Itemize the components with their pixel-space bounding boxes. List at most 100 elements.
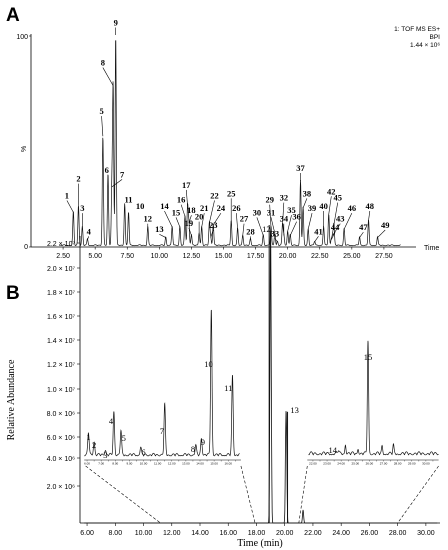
panel-a-peak-leader: [201, 213, 205, 228]
panel-a-peak-leader: [111, 179, 123, 188]
panel-a-peak-label: 37: [296, 163, 305, 173]
panel-a-peak-leader: [212, 212, 222, 226]
panel-b-inset-right-tick-label: 27.00: [380, 462, 388, 466]
panel-a-peak-label: 20: [195, 212, 204, 222]
panel-b-ytick-label: 4.0 × 10⁶: [47, 456, 75, 463]
panel-b-ytick-label: 1.6 × 10⁷: [47, 314, 75, 321]
panel-a-peak-label: 46: [348, 203, 357, 213]
panel-a-xtick-label: 25.00: [343, 253, 361, 260]
panel-a-peak-label: 3: [80, 203, 84, 213]
panel-a-peak-label: 34: [280, 214, 289, 224]
panel-a-xtick-label: 20.00: [279, 253, 297, 260]
panel-b-zoom-line: [85, 465, 161, 524]
panel-b-xtick-label: 10.00: [135, 530, 153, 537]
panel-b-xtick-label: 24.00: [332, 530, 350, 537]
panel-a-peak-label: 27: [240, 214, 249, 224]
panel-a-peak-leader: [302, 198, 308, 209]
panel-a-peak-label: 48: [366, 201, 375, 211]
panel-a-peak-label: 10: [136, 201, 145, 211]
panel-a-peak-label: 35: [287, 205, 296, 215]
panel-a-peak-label: 47: [359, 222, 368, 232]
panel-b-xtick-label: 16.00: [219, 530, 237, 537]
panel-a-peak-label: 8: [101, 58, 105, 68]
panel-a-xlabel: Time: [424, 245, 439, 252]
panel-b-peak-label: 3: [103, 450, 107, 460]
panel-a-peak-label: 43: [336, 214, 345, 224]
panel-a-peak-label: 25: [227, 188, 236, 198]
panel-a-peak-label: 7: [120, 169, 125, 179]
panel-b-xtick-label: 14.00: [191, 530, 209, 537]
panel-b-xtick-label: 8.00: [108, 530, 122, 537]
panel-a-peak-leader: [209, 200, 215, 223]
panel-b-zoom-line: [240, 465, 256, 524]
panel-b-chromatogram: 2.0 × 10⁶ 4.0 × 10⁶ 6.0 × 10⁶ 8.0 × 10⁶ 1.0 …: [6, 224, 440, 549]
panel-a-letter: A: [6, 5, 20, 26]
panel-a-peak-label: 39: [308, 203, 317, 213]
panel-a-ytick-label: 0: [24, 244, 28, 251]
panel-b-inset-left-tick-label: 10.00: [140, 462, 148, 466]
panel-b-peak-label: 13: [290, 405, 299, 415]
panel-a-xtick-label: 12.50: [183, 253, 201, 260]
panel-a-ytick-label: 100: [16, 34, 28, 41]
panel-a-xtick-label: 17.50: [247, 253, 265, 260]
panel-a-peak-leader: [66, 200, 74, 213]
panel-b-trace-line: [84, 230, 438, 524]
panel-b-inset-left-tick-label: 11.00: [154, 462, 162, 466]
panel-a-peak-label: 4: [87, 226, 92, 236]
panel-b-ylabel: Relative Abundance: [6, 359, 17, 440]
panel-a-peak-leader: [332, 223, 341, 236]
panel-b-inset-left-tick-label: 9.00: [126, 462, 132, 466]
panel-a-peak-label: 42: [327, 186, 336, 196]
panel-a-peak-label: 26: [232, 203, 241, 213]
panel-a-peak-label: 15: [172, 207, 181, 217]
panel-a-xtick-label: 5.00: [88, 253, 102, 260]
panel-a-peak-leader: [242, 223, 245, 236]
panel-a-peak-label: 41: [314, 226, 323, 236]
panel-a-peak-leader: [359, 231, 364, 238]
panel-b-peak-label: 11: [224, 383, 232, 393]
panel-b-inset-left-tick-label: 7.00: [98, 462, 104, 466]
panel-a-peak-leader: [368, 210, 371, 221]
panel-b-inset-left: 6.00 7.00 8.00 9.00 10.00 11.00 12.00 13.00 14.0…: [84, 309, 256, 524]
panel-a-peak-label: 44: [331, 222, 340, 232]
panel-b-ytick-label: 2.0 × 10⁷: [47, 266, 75, 273]
panel-a-peak-label: 6: [105, 165, 109, 175]
panel-a-xtick-label: 27.50: [375, 253, 393, 260]
panel-a-peak-label: 14: [160, 201, 169, 211]
panel-b-peak-label: 7: [160, 426, 164, 436]
panel-b-zoom-line: [397, 465, 439, 524]
panel-a-peak-leader: [289, 221, 297, 236]
panel-a-peak-label: 12: [144, 214, 153, 224]
panel-b-peak-label: 2: [92, 440, 96, 450]
panel-a-peak-leader: [377, 229, 386, 238]
panel-a-peak-leader: [185, 189, 188, 206]
panel-a-peak-label: 40: [319, 201, 328, 211]
panel-a-peak-label: 49: [381, 220, 390, 230]
panel-a-peak-label: 13: [155, 224, 164, 234]
panel-b-inset-right-tick-label: 22.00: [309, 462, 317, 466]
panel-b-peak-label: 6: [141, 447, 145, 457]
panel-b-inset-right-tick-label: 29.00: [408, 462, 416, 466]
panel-b-xlabel: Time (min): [237, 538, 282, 549]
panel-a-peak-leader: [180, 204, 186, 217]
panel-a-peak-label: 45: [333, 193, 342, 203]
panel-b-inset-right: 22.00 23.00 24.00 25.00 26.00 27.00 28.00 29.00…: [298, 340, 439, 524]
panel-b-peak-label: 4: [109, 416, 114, 426]
panel-a-peak-leader: [328, 196, 332, 215]
panel-a-trace-line: [59, 40, 401, 247]
panel-a-peak-label: 28: [246, 226, 255, 236]
panel-b-peak-label: 15: [364, 352, 373, 362]
panel-a-ylabel: %: [21, 146, 28, 152]
panel-b-ytick-label: 6.0 × 10⁶: [47, 435, 75, 442]
panel-b-ytick-label: 1.8 × 10⁷: [47, 290, 75, 297]
panel-a-xtick-label: 7.50: [120, 253, 134, 260]
panel-a-peak-leader: [210, 229, 214, 238]
panel-a-peak-leader: [333, 202, 339, 225]
panel-a-peak-leader: [274, 238, 278, 242]
panel-b-inset-right-tick-label: 26.00: [366, 462, 374, 466]
panel-a-xtick-label: 2.50: [56, 253, 70, 260]
panel-a-axes: 100 0% 2.50 5.00 7.50 10.00 12.50 15.00 17.50 20.…: [16, 34, 439, 260]
panel-a-peak-label: 5: [99, 106, 103, 116]
